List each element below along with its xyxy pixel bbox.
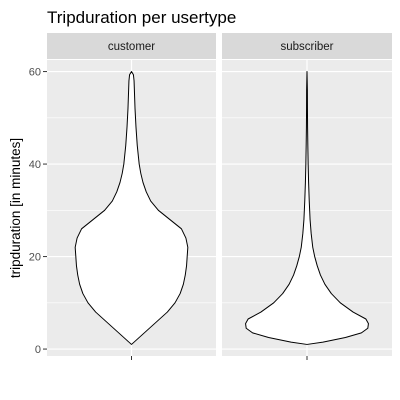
facet-strip-label: customer xyxy=(108,41,155,53)
y-tick-label: 20 xyxy=(29,252,41,264)
facet-panel-customer: customer xyxy=(47,33,216,360)
y-axis-title: tripduration [in minutes] xyxy=(8,138,23,278)
facet-panel-subscriber: subscriber xyxy=(222,33,392,360)
facet-panels: customer subscriber xyxy=(47,33,392,360)
y-axis: 0 20 40 60 xyxy=(29,67,47,356)
y-tick-label: 40 xyxy=(29,159,41,171)
y-tick-label: 60 xyxy=(29,67,41,79)
facet-strip xyxy=(222,33,392,59)
violin-customer xyxy=(74,71,189,345)
chart-title: Tripduration per usertype xyxy=(47,8,236,27)
facet-strip xyxy=(47,33,216,59)
violin-subscriber xyxy=(245,71,369,345)
facet-strip-label: subscriber xyxy=(280,41,333,53)
y-tick-label: 0 xyxy=(35,344,41,356)
